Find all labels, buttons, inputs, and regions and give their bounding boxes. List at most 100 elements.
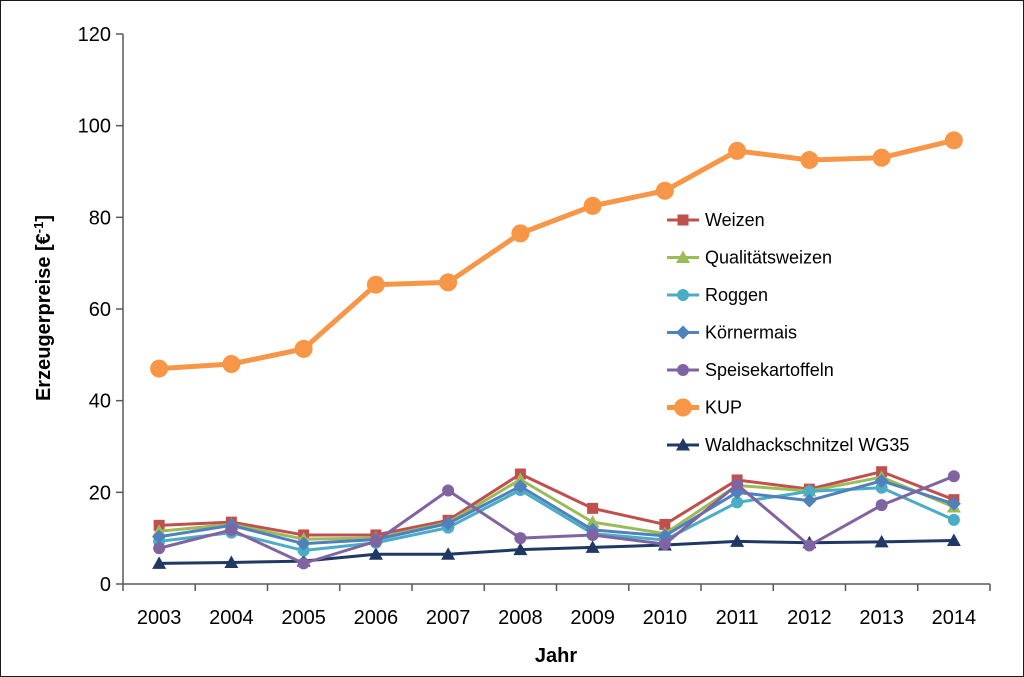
y-tick-label: 100 <box>78 116 111 138</box>
legend-label: Roggen <box>705 285 768 305</box>
data-point <box>730 534 745 547</box>
data-point <box>728 141 747 160</box>
data-point <box>659 518 671 530</box>
y-tick-label: 0 <box>100 574 111 596</box>
data-point <box>655 181 674 200</box>
data-point <box>587 502 599 514</box>
series-kup <box>150 131 963 378</box>
legend-marker <box>676 438 690 451</box>
x-tick-label: 2009 <box>570 607 615 629</box>
x-tick-label: 2004 <box>209 607 254 629</box>
series-line <box>158 486 955 553</box>
legend-marker <box>677 289 689 301</box>
x-tick-label: 2012 <box>787 607 832 629</box>
x-tick-label: 2008 <box>498 607 543 629</box>
legend-item: Waldhackschnitzel WG35 <box>667 435 909 455</box>
data-point <box>296 536 311 551</box>
data-point <box>369 535 382 548</box>
x-axis: 2003 2004 2005 2006 2007 2008 2009 2010 2011 2012… <box>122 583 991 629</box>
legend-item: Qualitätsweizen <box>667 248 832 268</box>
data-point <box>875 499 888 512</box>
series-waldhackschnitzel-wg35 <box>152 533 961 569</box>
data-point <box>441 516 456 531</box>
y-tick-label: 60 <box>89 299 111 321</box>
legend-item: Roggen <box>667 285 768 305</box>
data-point <box>946 496 961 511</box>
series-line <box>159 470 955 537</box>
data-point <box>874 473 889 488</box>
legend-item: Weizen <box>667 210 765 230</box>
legend-marker <box>676 325 690 340</box>
data-point <box>874 534 889 548</box>
data-point <box>800 151 819 170</box>
legend-label: Weizen <box>705 210 765 230</box>
data-point <box>513 479 528 494</box>
series-speisekartoffeln <box>153 470 960 570</box>
data-point <box>513 472 528 485</box>
y-axis-title-main: Erzeugerpreise [€ <box>33 233 55 401</box>
legend-label: Waldhackschnitzel WG35 <box>705 435 909 455</box>
series-line <box>158 474 955 565</box>
y-axis-title: Erzeugerpreise [€-1] <box>31 215 56 401</box>
legend-marker <box>677 214 689 226</box>
data-point <box>946 533 961 546</box>
data-point <box>731 478 744 491</box>
data-point <box>658 538 671 551</box>
data-point <box>439 273 458 292</box>
legend-label: Körnermais <box>705 323 797 343</box>
legend-label: KUP <box>705 398 742 418</box>
y-tick-label: 20 <box>89 482 111 504</box>
legend-item: Körnermais <box>667 323 797 343</box>
data-point <box>511 224 530 243</box>
x-tick-label: 2010 <box>643 607 688 629</box>
legend-marker <box>674 398 692 417</box>
x-tick-label: 2003 <box>137 607 182 629</box>
data-point <box>802 493 817 508</box>
data-point <box>222 355 241 373</box>
legend-label: Qualitätsweizen <box>705 248 832 268</box>
data-point <box>294 339 313 358</box>
x-tick-label: 2005 <box>281 607 326 629</box>
series-line <box>158 479 955 546</box>
data-point <box>944 131 963 150</box>
legend-item: Speisekartoffeln <box>667 360 834 380</box>
data-point <box>947 470 960 483</box>
data-point <box>152 529 167 544</box>
y-tick-label: 40 <box>89 391 111 413</box>
data-point <box>225 523 238 536</box>
data-point <box>803 485 816 498</box>
y-axis: 0 20 40 60 80 100 120 <box>78 24 124 596</box>
series-layer <box>150 131 963 570</box>
y-axis-title-end: ] <box>33 215 55 222</box>
legend-label: Speisekartoffeln <box>705 360 834 380</box>
data-point <box>513 542 528 556</box>
legend-marker <box>676 250 690 263</box>
y-tick-label: 120 <box>78 24 111 46</box>
x-tick-label: 2014 <box>932 607 977 629</box>
x-tick-label: 2013 <box>859 607 904 629</box>
data-point <box>297 557 310 570</box>
series-line <box>158 475 955 541</box>
data-point <box>803 539 816 552</box>
data-point <box>153 542 166 555</box>
data-point <box>514 532 527 545</box>
x-tick-label: 2006 <box>354 607 399 629</box>
data-point <box>224 555 239 568</box>
data-point <box>441 547 456 560</box>
data-point <box>150 359 169 378</box>
x-axis-title: Jahr <box>535 645 577 667</box>
data-point <box>152 556 167 569</box>
data-point <box>583 196 602 215</box>
data-point <box>368 547 383 560</box>
series-line <box>158 137 955 372</box>
series-line <box>159 538 954 565</box>
data-point <box>872 148 891 167</box>
y-axis-title-sup: -1 <box>31 222 46 234</box>
legend: Weizen Qualitätsweizen Roggen Körnermais Spe… <box>667 210 909 455</box>
legend-item: KUP <box>667 398 742 418</box>
legend-marker <box>677 364 689 376</box>
data-point <box>366 275 385 294</box>
data-point <box>442 484 455 497</box>
series-k-rnermais <box>152 473 961 551</box>
